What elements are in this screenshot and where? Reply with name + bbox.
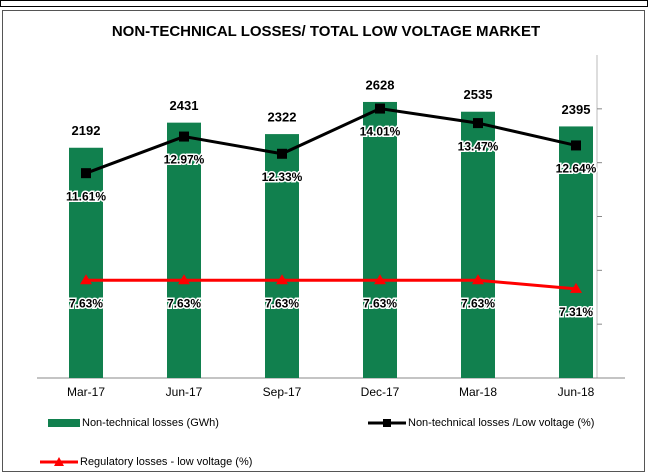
marker — [178, 274, 190, 285]
x-tick-label: Sep-17 — [263, 385, 302, 399]
data-label: 7.63% — [167, 296, 201, 310]
data-label: 11.61% — [66, 189, 106, 203]
top-frame — [0, 0, 648, 7]
bar — [461, 111, 495, 378]
bar — [69, 147, 103, 378]
data-label: 7.63% — [265, 296, 299, 310]
bar-label: 2322 — [268, 110, 297, 125]
legend-marker — [54, 457, 64, 466]
marker — [472, 274, 484, 285]
marker — [375, 103, 385, 114]
data-label: 7.63% — [69, 296, 103, 310]
bar-label: 2431 — [170, 98, 199, 113]
marker — [80, 274, 92, 285]
data-label: 7.63% — [461, 296, 495, 310]
line — [85, 107, 577, 175]
bar-label: 2535 — [464, 87, 493, 102]
chart-border — [2, 10, 645, 472]
legend-label: Regulatory losses - low voltage (%) — [80, 456, 252, 468]
marker — [374, 274, 386, 285]
x-tick-label: Mar-18 — [459, 385, 497, 399]
legend-label: Non-technical losses /Low voltage (%) — [408, 417, 594, 429]
bar — [363, 101, 397, 378]
marker — [570, 282, 582, 293]
legend-label: Non-technical losses (GWh) — [82, 417, 219, 429]
data-label: 13.47% — [458, 139, 499, 153]
chart-title: NON-TECHNICAL LOSSES/ TOTAL LOW VOLTAGE … — [112, 23, 540, 40]
data-label: 12.64% — [556, 162, 597, 176]
data-label: 7.31% — [559, 305, 593, 319]
marker — [473, 118, 483, 129]
x-tick-label: Jun-17 — [166, 385, 203, 399]
marker — [81, 168, 91, 179]
data-label: 7.63% — [363, 296, 397, 310]
bar — [559, 126, 593, 378]
marker — [571, 140, 581, 151]
marker — [179, 131, 189, 142]
marker — [277, 148, 287, 159]
bar — [167, 122, 201, 378]
bar-label: 2628 — [366, 77, 395, 92]
legend-marker — [383, 419, 391, 427]
x-tick-label: Jun-18 — [558, 385, 595, 399]
data-label: 12.97% — [164, 153, 205, 167]
bar-label: 2395 — [562, 102, 591, 117]
x-tick-label: Dec-17 — [361, 385, 400, 399]
data-label: 14.01% — [360, 125, 401, 139]
bar-label: 2192 — [72, 123, 101, 138]
legend-swatch — [48, 419, 80, 427]
x-tick-label: Mar-17 — [67, 385, 105, 399]
marker — [276, 274, 288, 285]
line — [86, 278, 577, 291]
data-label: 12.33% — [262, 170, 303, 184]
bar — [265, 134, 299, 378]
